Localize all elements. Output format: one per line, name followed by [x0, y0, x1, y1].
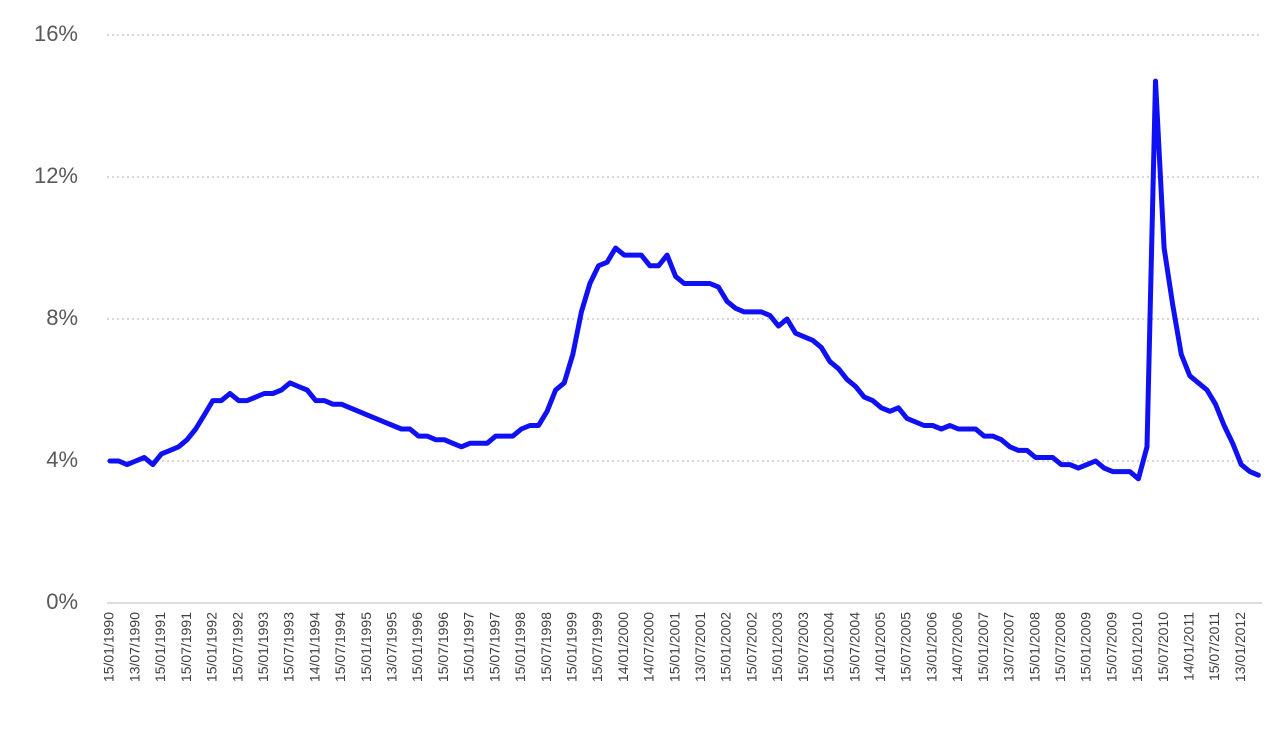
- x-tick-label: 13/07/2007: [1001, 612, 1017, 682]
- x-tick-label: 15/07/1994: [332, 612, 348, 682]
- x-tick-label: 15/07/1991: [178, 612, 194, 682]
- x-tick-label: 14/01/2011: [1181, 612, 1197, 681]
- x-tick-label: 14/07/2006: [949, 612, 965, 682]
- y-tick-label: 4%: [46, 447, 78, 472]
- x-tick-label: 15/07/1993: [281, 612, 297, 682]
- x-tick-label: 15/07/1998: [538, 612, 554, 682]
- y-tick-label: 16%: [34, 21, 78, 46]
- x-tick-label: 13/07/2001: [692, 612, 708, 682]
- x-tick-label: 13/07/1995: [384, 612, 400, 682]
- x-tick-label: 15/01/1996: [409, 612, 425, 682]
- x-tick-label: 14/01/2000: [615, 612, 631, 682]
- x-tick-label: 13/01/2006: [923, 612, 939, 682]
- x-tick-label: 15/01/1997: [461, 612, 477, 682]
- x-tick-label: 15/01/2007: [975, 612, 991, 682]
- data-line: [107, 78, 1261, 482]
- y-tick-label: 12%: [34, 163, 78, 188]
- x-tick-label: 15/01/2001: [666, 612, 682, 682]
- x-tick-label: 15/07/2011: [1206, 612, 1222, 681]
- x-tick-label: 15/07/2004: [846, 612, 862, 682]
- x-tick-label: 15/01/1993: [255, 612, 271, 682]
- x-tick-label: 15/07/1996: [435, 612, 451, 682]
- x-tick-label: 15/01/2004: [821, 612, 837, 682]
- x-tick-label: 15/01/1992: [204, 612, 220, 682]
- x-tick-label: 15/07/1999: [589, 612, 605, 682]
- x-tick-label: 13/01/2012: [1232, 612, 1248, 682]
- x-tick-label: 15/07/1992: [229, 612, 245, 682]
- x-tick-label: 15/01/2010: [1129, 612, 1145, 682]
- x-tick-label: 15/01/2008: [1026, 612, 1042, 682]
- x-tick-label: 15/01/2002: [718, 612, 734, 682]
- x-tick-label: 15/01/2009: [1078, 612, 1094, 682]
- x-tick-label: 15/01/1999: [563, 612, 579, 682]
- x-tick-label: 15/01/1998: [512, 612, 528, 682]
- x-tick-label: 13/07/1990: [126, 612, 142, 682]
- x-tick-label: 14/07/2000: [641, 612, 657, 682]
- x-tick-label: 14/01/2005: [872, 612, 888, 682]
- x-tick-label: 15/01/1995: [358, 612, 374, 682]
- x-tick-label: 15/07/2005: [898, 612, 914, 682]
- x-tick-label: 15/07/2010: [1155, 612, 1171, 682]
- x-tick-label: 14/01/1994: [306, 612, 322, 682]
- x-tick-label: 15/01/2003: [769, 612, 785, 682]
- x-tick-label: 15/07/2003: [795, 612, 811, 682]
- y-tick-label: 8%: [46, 305, 78, 330]
- x-tick-label: 15/07/2002: [743, 612, 759, 682]
- x-tick-label: 15/07/2009: [1103, 612, 1119, 682]
- x-tick-label: 15/01/1990: [101, 612, 117, 682]
- x-tick-label: 15/01/1991: [152, 612, 168, 682]
- x-tick-label: 15/07/2008: [1052, 612, 1068, 682]
- y-tick-label: 0%: [46, 589, 78, 614]
- x-tick-label: 15/07/1997: [486, 612, 502, 682]
